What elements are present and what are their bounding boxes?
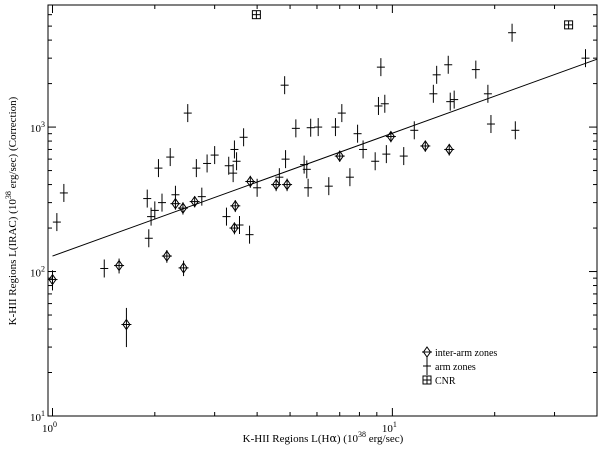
arm-point xyxy=(192,159,201,178)
arm-point xyxy=(52,213,61,232)
plot-frame xyxy=(47,4,598,417)
legend: inter-arm zones arm zones CNR xyxy=(422,346,497,387)
arm-point xyxy=(158,193,167,212)
arm-point xyxy=(154,159,163,178)
arm-point xyxy=(224,156,233,175)
y-axis-title: K-HII Regions L(IRAC) (1038 erg/sec) (Co… xyxy=(4,96,19,325)
arm-point xyxy=(432,65,441,84)
arm-point xyxy=(380,94,389,113)
inter-arm-point xyxy=(230,199,241,213)
legend-label: arm zones xyxy=(435,362,476,373)
legend-marker xyxy=(422,375,432,385)
arm-point xyxy=(59,183,68,202)
inter-arm-point xyxy=(189,195,200,208)
arm-point xyxy=(210,146,219,165)
arm-point xyxy=(100,259,109,278)
y-tick-label: 102 xyxy=(30,265,45,280)
arm-point xyxy=(410,121,419,140)
arm-point xyxy=(197,187,206,206)
arm-point xyxy=(511,121,520,140)
y-tick-label: 101 xyxy=(30,409,45,424)
arm-point xyxy=(306,118,315,137)
arm-point xyxy=(471,60,480,79)
arm-point xyxy=(331,118,340,137)
arm-point xyxy=(166,148,175,167)
legend-entry: inter-arm zones xyxy=(422,346,497,359)
arm-point xyxy=(171,185,180,204)
arm-point xyxy=(581,49,590,68)
arm-point xyxy=(281,150,290,169)
arm-point xyxy=(144,229,153,248)
axis-ticks xyxy=(48,4,598,417)
arm-point xyxy=(371,152,380,171)
arm-point xyxy=(232,152,241,171)
inter-arm-point xyxy=(420,140,431,152)
arm-point xyxy=(444,55,453,74)
arm-point xyxy=(483,84,492,103)
arm-point xyxy=(314,118,323,137)
x-tick-label: 100 xyxy=(42,420,57,435)
inter-arm-point xyxy=(47,270,58,291)
inter-arm-point xyxy=(229,222,240,235)
arm-point xyxy=(245,225,254,244)
arm-point xyxy=(337,104,346,123)
arm-point xyxy=(359,140,368,159)
inter-arm-point xyxy=(114,258,125,274)
legend-marker xyxy=(423,357,431,375)
inter-arm-point xyxy=(444,143,455,156)
inter-arm-point xyxy=(121,307,132,348)
arm-point xyxy=(324,177,333,196)
arm-point xyxy=(302,160,311,179)
arm-point xyxy=(450,90,459,109)
cnr-point xyxy=(564,20,574,30)
arm-point xyxy=(253,178,262,197)
arm-point xyxy=(508,23,517,42)
arm-point xyxy=(150,201,159,220)
arm-point xyxy=(374,96,383,115)
inter-arm-point xyxy=(334,150,345,162)
arm-point xyxy=(235,215,244,234)
y-tick-label: 103 xyxy=(30,120,45,135)
legend-marker xyxy=(422,346,432,358)
data-points xyxy=(47,10,590,348)
inter-arm-point xyxy=(161,249,172,263)
arm-point xyxy=(486,115,495,134)
arm-point xyxy=(353,124,362,143)
inter-arm-point xyxy=(178,260,189,277)
inter-arm-point xyxy=(245,175,256,188)
arm-point xyxy=(376,58,385,77)
legend-entry: arm zones xyxy=(423,357,476,375)
legend-label: inter-arm zones xyxy=(435,348,497,359)
arm-point xyxy=(399,147,408,166)
arm-point xyxy=(239,128,248,147)
fit-line xyxy=(52,58,598,257)
arm-point xyxy=(291,119,300,138)
arm-point xyxy=(345,168,354,187)
inter-arm-point xyxy=(177,202,188,215)
legend-entry: CNR xyxy=(422,375,456,387)
inter-arm-point xyxy=(282,178,293,192)
inter-arm-point xyxy=(385,130,396,143)
arm-point xyxy=(183,104,192,123)
arm-point xyxy=(143,189,152,208)
arm-point xyxy=(304,178,313,197)
arm-point xyxy=(229,164,238,183)
arm-point xyxy=(203,154,212,173)
arm-point xyxy=(446,92,455,111)
arm-point xyxy=(222,207,231,226)
legend-label: CNR xyxy=(435,376,456,387)
arm-point xyxy=(382,145,391,164)
arm-point xyxy=(275,168,284,187)
x-tick-label: 101 xyxy=(382,420,397,435)
arm-point xyxy=(280,76,289,95)
x-axis-title: K-HII Regions L(Hα) (1038 erg/sec) xyxy=(243,430,404,445)
arm-point xyxy=(230,140,239,159)
arm-point xyxy=(429,84,438,103)
cnr-point xyxy=(251,10,261,20)
